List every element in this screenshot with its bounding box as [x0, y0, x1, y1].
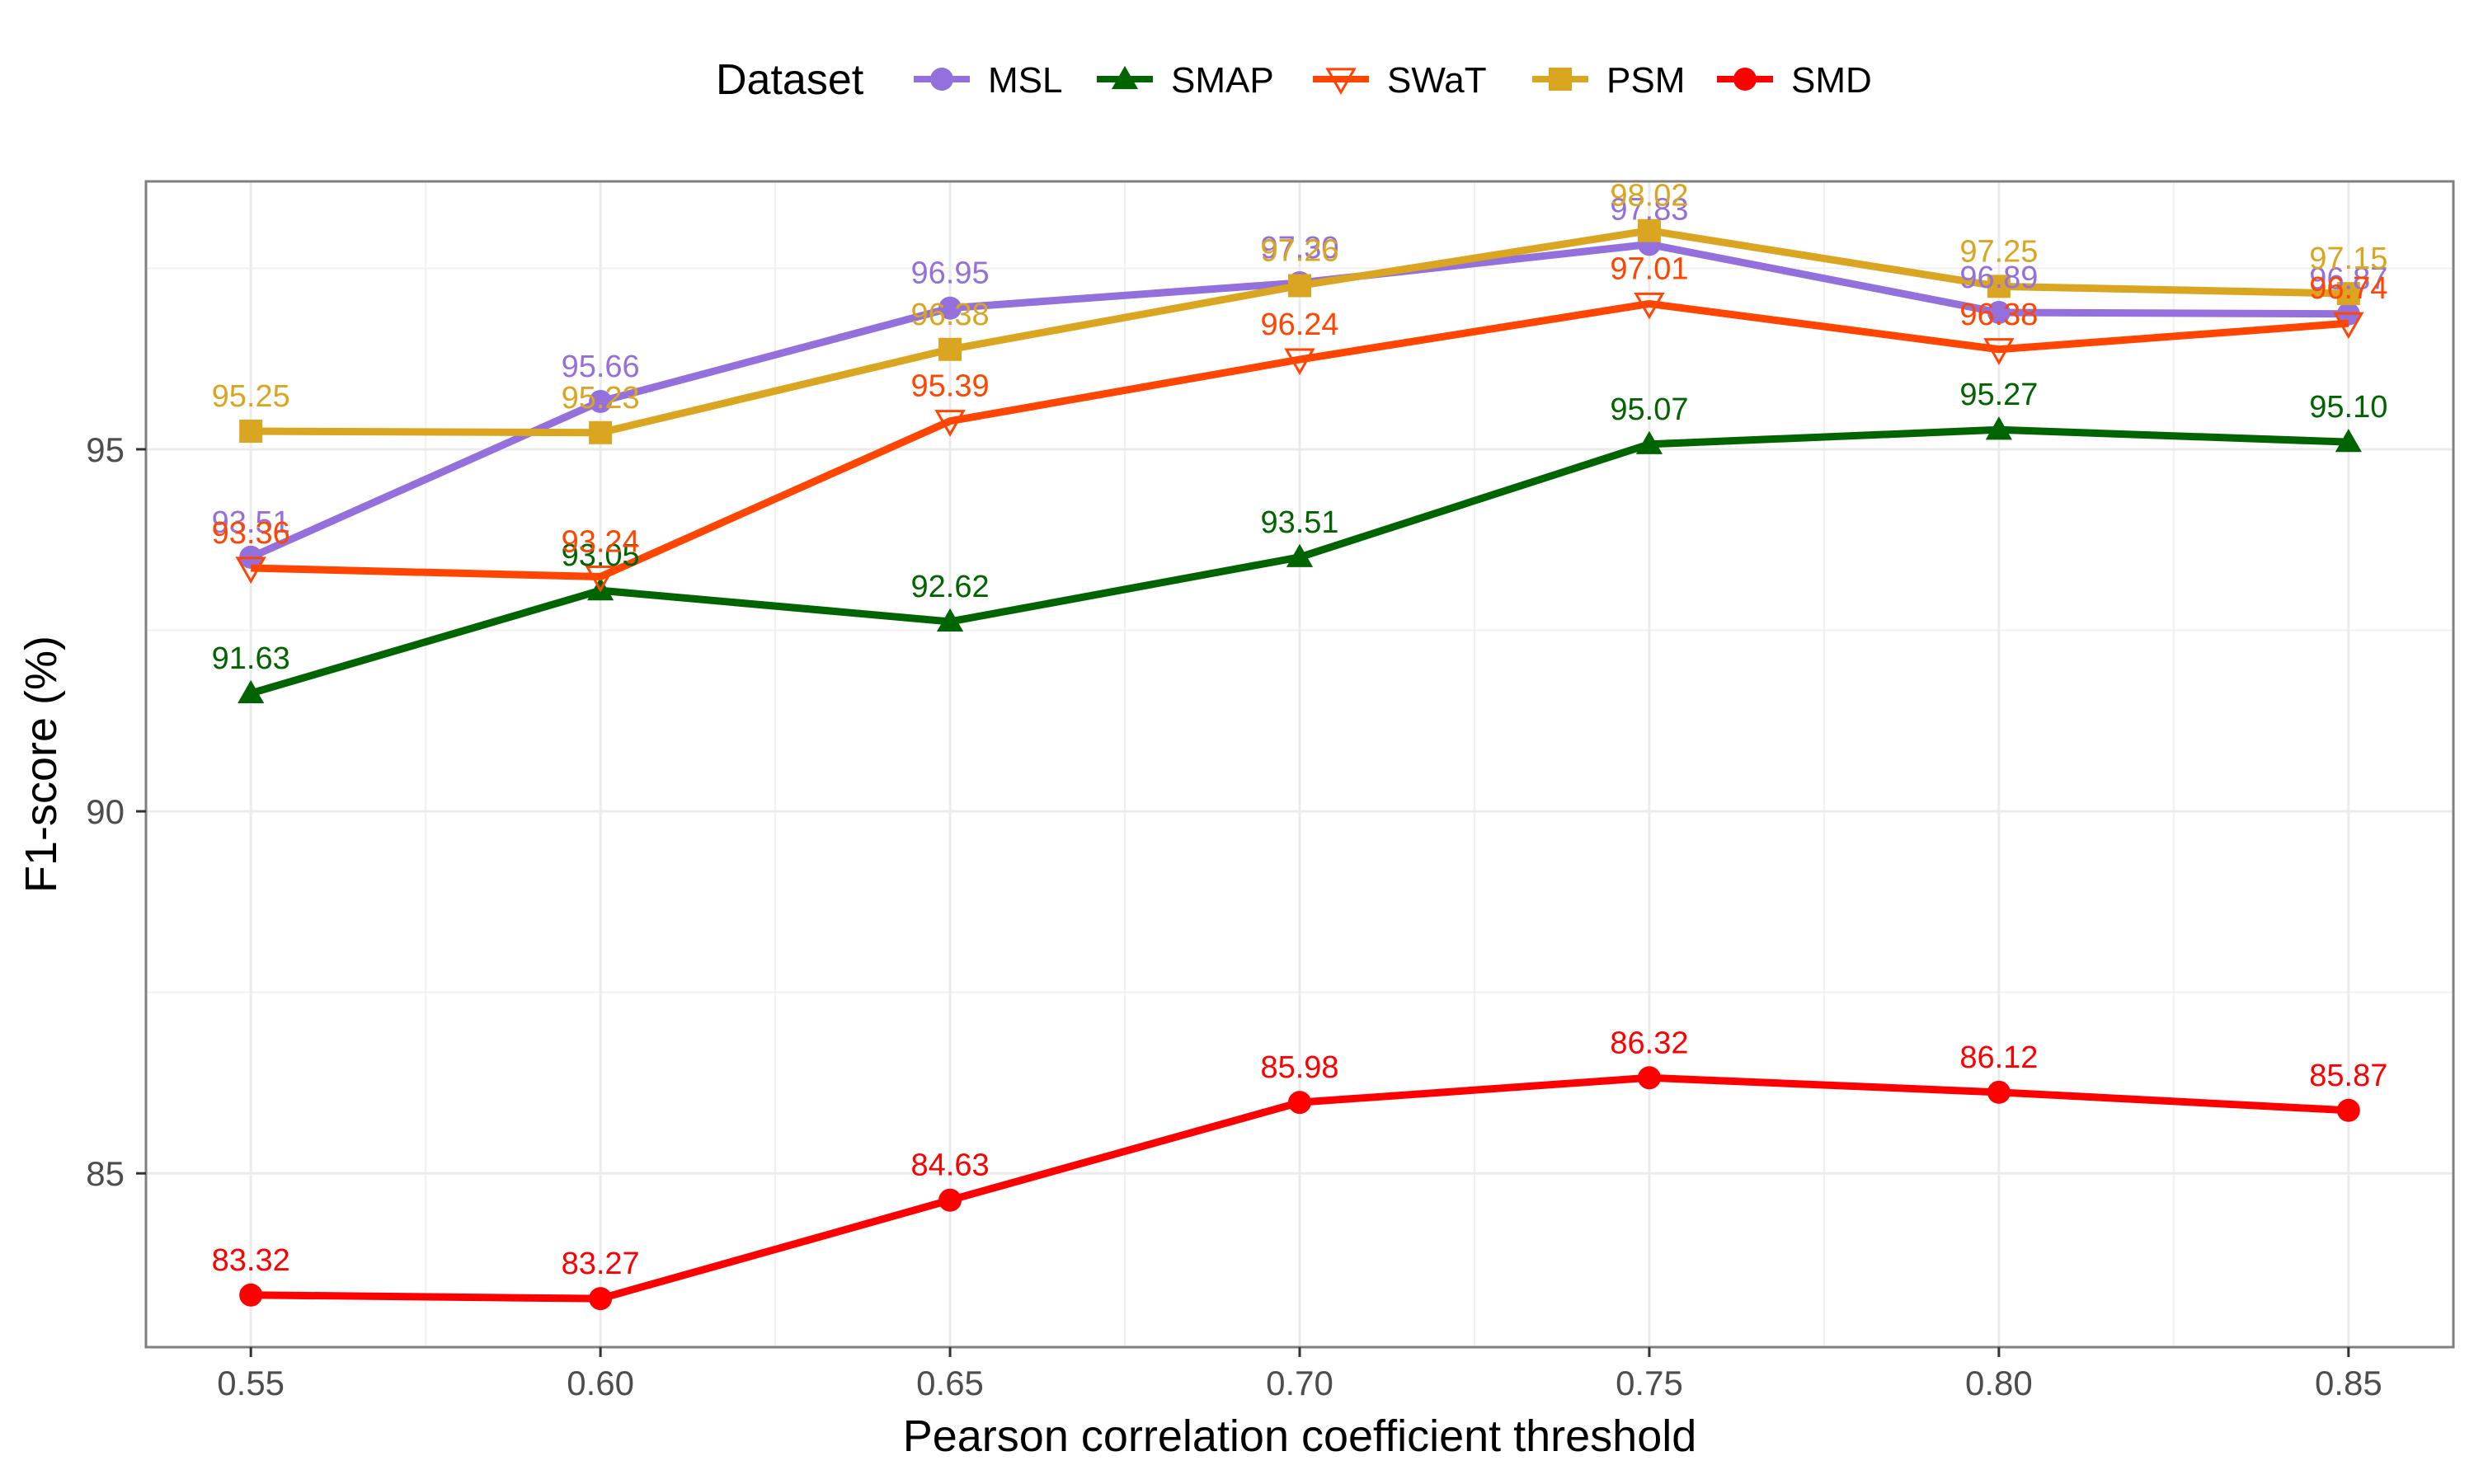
- legend-swatch-marker-swat: [1325, 68, 1357, 96]
- data-label-swat: 93.36: [212, 516, 290, 551]
- data-point-smap: [1286, 543, 1314, 567]
- data-label-smap: 95.27: [1959, 378, 2038, 412]
- data-label-psm: 98.02: [1610, 179, 1688, 214]
- y-tick-label: 85: [86, 1154, 125, 1193]
- data-point-swat: [1634, 292, 1665, 320]
- data-point-psm: [1987, 275, 2011, 298]
- x-tick-label: 0.80: [1965, 1364, 2033, 1402]
- y-axis-title: F1-score (%): [16, 636, 66, 893]
- y-tick-label: 95: [86, 430, 125, 469]
- series-line-swat: [251, 299, 2349, 581]
- x-tick-label: 0.65: [916, 1364, 984, 1402]
- legend-item-smap: SMAP: [1097, 60, 1274, 101]
- data-point-msl: [938, 296, 962, 320]
- legend-swatch-marker-msl: [930, 68, 953, 91]
- legend-swatch-marker-smap: [1111, 65, 1139, 90]
- legend-swatch-marker-psm: [1549, 68, 1572, 91]
- data-point-psm: [589, 420, 613, 444]
- data-label-psm: 95.23: [562, 381, 640, 416]
- data-label-smap: 92.62: [911, 570, 990, 604]
- legend-label-smap: SMAP: [1171, 60, 1274, 101]
- data-label-smd: 86.32: [1610, 1026, 1688, 1060]
- x-axis-title: Pearson correlation coefficient threshol…: [903, 1411, 1697, 1461]
- data-label-psm: 95.25: [212, 379, 290, 414]
- data-point-smd: [239, 1283, 263, 1307]
- data-label-swat: 96.24: [1260, 308, 1338, 342]
- data-label-smap: 93.05: [562, 538, 640, 573]
- data-point-psm: [239, 420, 263, 443]
- data-point-msl: [1987, 300, 2011, 324]
- x-tick-label: 0.75: [1616, 1364, 1683, 1402]
- data-point-swat: [934, 410, 966, 437]
- data-label-msl: 93.51: [212, 505, 290, 540]
- x-tick-label: 0.55: [217, 1364, 285, 1402]
- data-label-swat: 97.01: [1610, 251, 1688, 286]
- x-tick-label: 0.70: [1266, 1364, 1333, 1402]
- data-label-smap: 93.51: [1260, 505, 1338, 540]
- x-tick-label: 0.60: [567, 1364, 634, 1402]
- x-tick-label: 0.85: [2315, 1364, 2382, 1402]
- data-point-psm: [1637, 218, 1661, 242]
- legend-label-swat: SWaT: [1387, 60, 1487, 101]
- data-label-smd: 83.27: [562, 1247, 640, 1281]
- legend-item-msl: MSL: [914, 60, 1062, 101]
- data-point-smap: [238, 679, 265, 704]
- data-label-psm: 97.15: [2309, 242, 2387, 276]
- legend-item-smd: SMD: [1717, 60, 1872, 101]
- data-label-smd: 85.87: [2309, 1059, 2387, 1093]
- data-point-swat: [1983, 338, 2015, 365]
- data-label-swat: 96.38: [1959, 298, 2038, 332]
- data-point-swat: [585, 565, 616, 593]
- data-point-psm: [1288, 274, 1311, 298]
- data-point-smap: [1985, 416, 2012, 440]
- data-label-swat: 93.24: [562, 525, 640, 560]
- data-label-msl: 96.87: [2309, 262, 2387, 297]
- data-point-smap: [2335, 429, 2362, 453]
- data-label-psm: 97.26: [1260, 233, 1338, 268]
- data-label-msl: 97.83: [1610, 192, 1688, 227]
- data-label-smd: 84.63: [911, 1148, 990, 1183]
- data-point-smd: [2336, 1098, 2360, 1122]
- data-label-smd: 86.12: [1959, 1040, 2038, 1075]
- legend-label-smd: SMD: [1791, 60, 1872, 101]
- legend-item-swat: SWaT: [1313, 60, 1487, 101]
- data-point-swat: [235, 556, 266, 585]
- data-label-psm: 97.25: [1959, 234, 2038, 269]
- legend-item-psm: PSM: [1532, 60, 1685, 101]
- data-label-smap: 91.63: [212, 641, 290, 676]
- data-point-psm: [938, 337, 962, 361]
- legend-label-psm: PSM: [1606, 60, 1685, 101]
- data-point-smd: [589, 1287, 613, 1311]
- data-point-smd: [1637, 1066, 1661, 1090]
- data-point-smd: [1987, 1080, 2011, 1104]
- legend-swatch-marker-smd: [1733, 68, 1757, 91]
- data-label-smap: 95.10: [2309, 390, 2387, 425]
- data-label-msl: 95.66: [562, 350, 640, 384]
- data-label-swat: 96.74: [2309, 271, 2387, 306]
- data-label-msl: 97.30: [1260, 231, 1338, 265]
- data-point-psm: [2336, 282, 2360, 306]
- data-point-swat: [2333, 312, 2364, 340]
- data-label-swat: 95.39: [911, 369, 990, 404]
- data-label-msl: 96.95: [911, 256, 990, 291]
- data-point-msl: [589, 389, 613, 413]
- data-point-smd: [1288, 1091, 1311, 1115]
- data-point-smd: [938, 1188, 962, 1212]
- legend-label-msl: MSL: [988, 60, 1062, 101]
- y-tick-label: 90: [86, 792, 125, 831]
- data-label-smap: 95.07: [1610, 392, 1688, 427]
- data-label-msl: 96.89: [1959, 261, 2038, 295]
- data-label-psm: 96.38: [911, 298, 990, 332]
- data-label-smd: 85.98: [1260, 1050, 1338, 1085]
- data-point-smap: [936, 608, 964, 632]
- data-label-smd: 83.32: [212, 1243, 290, 1278]
- legend-title: Dataset: [716, 56, 864, 104]
- data-point-smap: [1635, 430, 1663, 454]
- data-point-swat: [1284, 348, 1315, 376]
